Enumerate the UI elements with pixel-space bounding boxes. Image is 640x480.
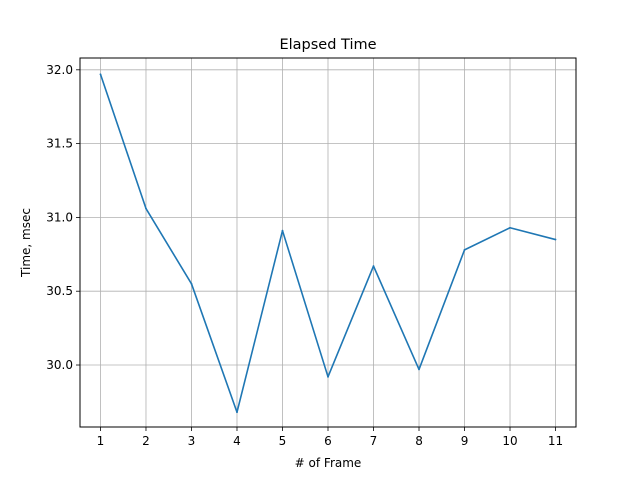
- data-point: [281, 229, 284, 232]
- y-tick-label: 31.0: [46, 210, 73, 224]
- y-axis-ticks: 30.0 30.5 31.0 31.5 32.0: [46, 63, 80, 372]
- x-axis-ticks: 1 2 3 4 5 6 7 8 9 10 11: [97, 427, 563, 448]
- y-tick-label: 31.5: [46, 137, 73, 151]
- x-tick-label: 2: [142, 434, 150, 448]
- x-tick-label: 8: [415, 434, 423, 448]
- data-point: [418, 368, 420, 371]
- y-tick-label: 30.0: [46, 358, 73, 372]
- y-axis-label: Time, msec: [19, 208, 33, 278]
- x-tick-label: 11: [548, 434, 563, 448]
- x-tick-label: 4: [233, 434, 241, 448]
- x-tick-label: 1: [97, 434, 105, 448]
- x-axis-label: # of Frame: [295, 456, 362, 470]
- x-tick-label: 3: [188, 434, 196, 448]
- data-point: [372, 265, 375, 268]
- x-tick-label: 7: [370, 434, 378, 448]
- series-layer: [99, 73, 557, 414]
- data-point: [99, 73, 102, 76]
- x-tick-label: 10: [502, 434, 517, 448]
- data-point: [236, 411, 238, 414]
- data-point: [554, 238, 557, 241]
- data-point: [463, 248, 466, 251]
- x-tick-label: 9: [461, 434, 469, 448]
- x-tick-label: 5: [279, 434, 287, 448]
- data-point: [509, 226, 511, 229]
- x-tick-label: 6: [324, 434, 332, 448]
- y-tick-label: 30.5: [46, 284, 73, 298]
- chart-title: Elapsed Time: [279, 37, 376, 53]
- data-point: [145, 207, 147, 210]
- y-tick-label: 32.0: [46, 63, 73, 77]
- data-point: [190, 282, 193, 285]
- grid: [80, 58, 576, 427]
- data-point: [327, 375, 329, 378]
